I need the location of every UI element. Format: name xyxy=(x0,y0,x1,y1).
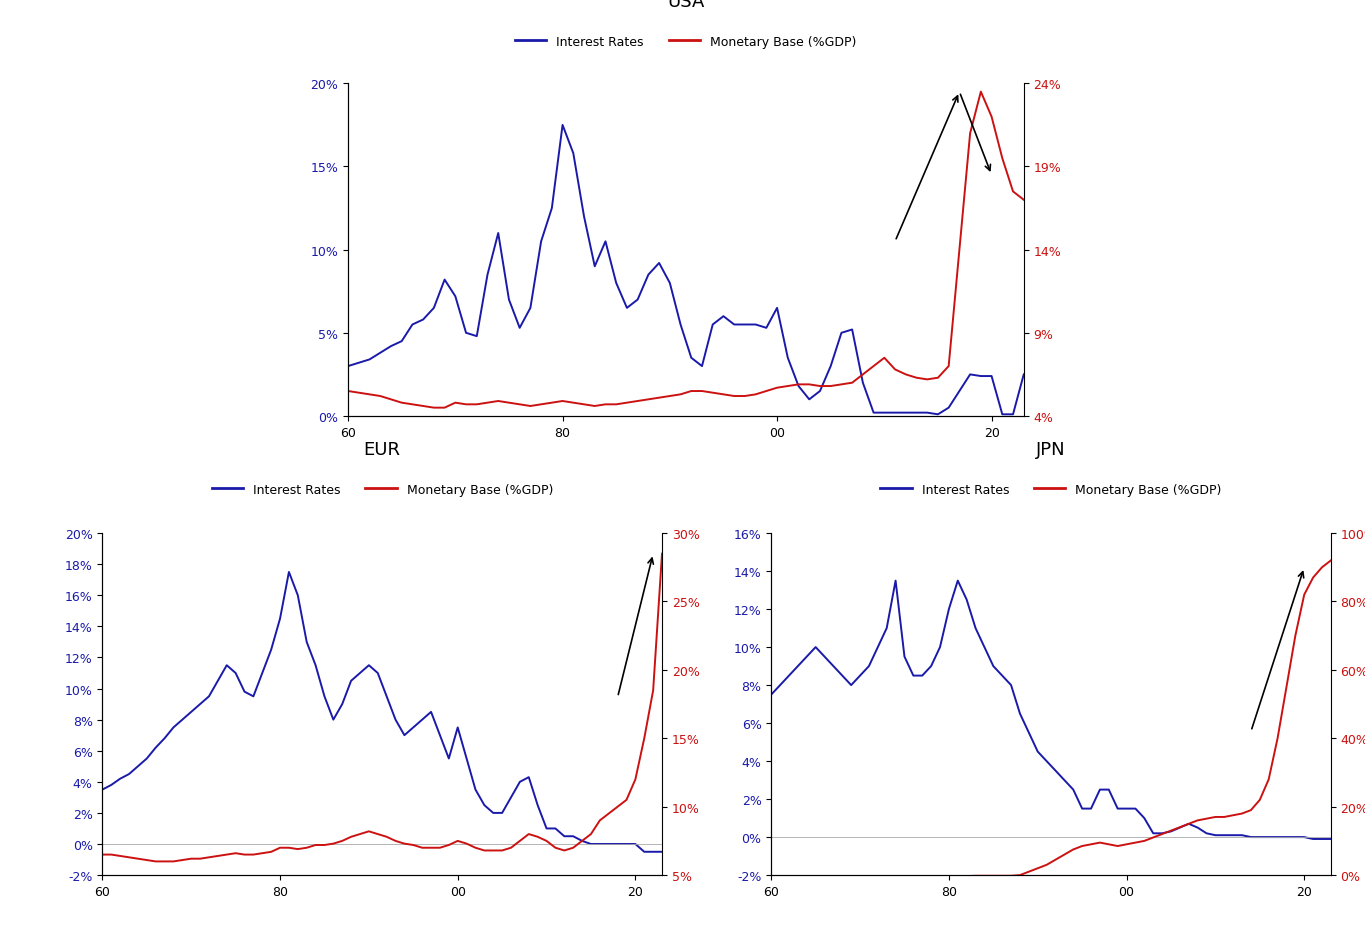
Text: USA: USA xyxy=(667,0,704,11)
Text: JPN: JPN xyxy=(1036,440,1066,459)
Legend: Interest Rates, Monetary Base (%GDP): Interest Rates, Monetary Base (%GDP) xyxy=(511,31,861,53)
Legend: Interest Rates, Monetary Base (%GDP): Interest Rates, Monetary Base (%GDP) xyxy=(206,478,558,502)
Legend: Interest Rates, Monetary Base (%GDP): Interest Rates, Monetary Base (%GDP) xyxy=(875,478,1227,502)
Text: EUR: EUR xyxy=(363,440,401,459)
